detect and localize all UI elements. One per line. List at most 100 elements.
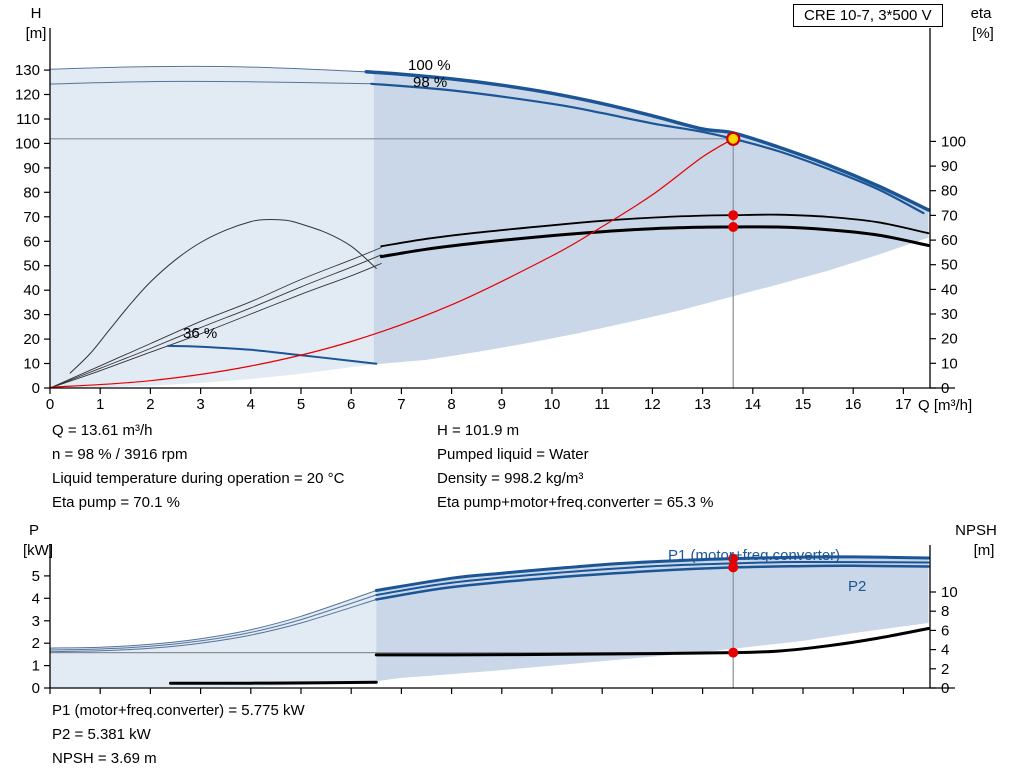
x-tick-label: 11 — [594, 396, 610, 413]
chart-annotation: [m] — [974, 542, 995, 559]
x-tick-label: 10 — [544, 396, 561, 413]
x-tick-label: 15 — [795, 396, 812, 413]
y-left-tick-label: 90 — [23, 160, 40, 177]
duty-eta-pump: Eta pump = 70.1 % — [52, 494, 180, 511]
y-right-tick-label: 2 — [941, 661, 949, 678]
x-tick-label: 8 — [447, 396, 455, 413]
y-left-tick-label: 10 — [23, 356, 40, 373]
duty-point-eta-pump — [728, 210, 739, 221]
x-tick-label: 6 — [347, 396, 355, 413]
p-thin-2 — [49, 594, 377, 651]
x-tick-label: 9 — [498, 396, 506, 413]
x-tick-label: 17 — [895, 396, 912, 413]
qh-curve-98pct — [370, 82, 925, 215]
y-right-tick-label: 30 — [941, 306, 958, 323]
p1-98-curve — [375, 560, 930, 596]
duty-info-right: H = 101.9 m Pumped liquid = Water Densit… — [437, 419, 713, 515]
duty-point-qh — [726, 131, 741, 146]
chart-annotation: 98 % — [413, 74, 447, 91]
y-left-tick-label: 110 — [16, 111, 40, 128]
eta-total-curve — [379, 225, 930, 259]
x-tick-label: 5 — [297, 396, 305, 413]
duty-p1: P1 (motor+freq.converter) = 5.775 kW — [52, 702, 305, 719]
npsh-curve — [374, 627, 930, 657]
p-thin-1 — [49, 590, 377, 649]
qh-100-extension — [49, 65, 367, 73]
chart-annotation: P2 — [848, 578, 866, 595]
y-right-tick-label: 50 — [941, 257, 958, 274]
y-right-tick-label: 80 — [941, 183, 958, 200]
y-left-tick-label: 80 — [23, 184, 40, 201]
duty-point-npsh — [728, 647, 739, 658]
x-tick-label: 0 — [46, 396, 54, 413]
duty-density: Density = 998.2 kg/m³ — [437, 470, 584, 487]
qh-98-extension — [49, 80, 372, 85]
power-rise-curve — [49, 138, 734, 388]
duty-liquid-temp: Liquid temperature during operation = 20… — [52, 470, 345, 487]
x-tick-label: 14 — [744, 396, 761, 413]
chart-annotation: [kW] — [23, 542, 53, 559]
y-right-tick-label: 10 — [941, 355, 958, 372]
chart-annotation: 36 % — [183, 325, 217, 342]
eta-fan-1 — [49, 247, 382, 389]
chart-annotation: [m] — [26, 25, 47, 42]
y-left-tick-label: 3 — [32, 613, 40, 630]
eta-pump-curve — [380, 213, 930, 248]
x-tick-label: 16 — [845, 396, 862, 413]
duty-q: Q = 13.61 m³/h — [52, 422, 153, 439]
duty-npsh: NPSH = 3.69 m — [52, 750, 157, 767]
x-tick-label: 7 — [397, 396, 405, 413]
chart-annotation: NPSH — [955, 522, 997, 539]
x-tick-label: 12 — [644, 396, 661, 413]
y-right-tick-label: 70 — [941, 207, 958, 224]
qh-curve-100pct — [364, 70, 931, 212]
duty-info-left: Q = 13.61 m³/h n = 98 % / 3916 rpm Liqui… — [52, 419, 344, 515]
y-right-tick-label: 100 — [941, 133, 966, 150]
p-thin-3 — [49, 599, 377, 653]
duty-point-eta-total — [728, 222, 739, 232]
p1-curve — [374, 555, 930, 592]
y-right-tick-label: 4 — [941, 642, 949, 659]
x-tick-label: 4 — [247, 396, 255, 413]
y-left-tick-label: 70 — [23, 209, 40, 226]
y-right-tick-label: 60 — [941, 232, 958, 249]
duty-speed: n = 98 % / 3916 rpm — [52, 446, 188, 463]
y-right-tick-label: 20 — [941, 331, 958, 348]
power-info: P1 (motor+freq.converter) = 5.775 kW P2 … — [52, 699, 305, 771]
eta-arc — [69, 219, 377, 374]
y-left-tick-label: 0 — [32, 680, 40, 697]
y-left-tick-label: 40 — [23, 282, 40, 299]
y-right-tick-label: 40 — [941, 281, 958, 298]
npsh-min-curve — [169, 680, 378, 685]
duty-point-p2 — [728, 562, 739, 573]
y-left-tick-label: 120 — [15, 87, 40, 104]
y-right-tick-label: 10 — [941, 584, 958, 601]
eta-fan-2 — [49, 254, 382, 389]
chart-annotation: P — [29, 522, 39, 539]
y-left-tick-label: 1 — [32, 658, 40, 675]
pump-title: CRE 10-7, 3*500 V — [804, 7, 932, 24]
chart-annotation: 100 % — [408, 57, 451, 74]
eta-fan-3 — [49, 263, 382, 389]
chart-annotation: [%] — [972, 25, 994, 42]
y-left-tick-label: 60 — [23, 233, 40, 250]
qh-chart: 0 1 2 3 4 5 6 7 8 9 10 11 12 13 14 15 16 1701020304050607… — [15, 5, 994, 414]
y-left-tick-label: 50 — [23, 258, 40, 275]
y-left-tick-label: 4 — [32, 590, 40, 607]
y-left-tick-label: 0 — [32, 380, 40, 397]
x-tick-label: 1 — [96, 396, 104, 413]
p2-curve — [375, 564, 930, 601]
duty-h: H = 101.9 m — [437, 422, 520, 439]
duty-p2: P2 = 5.381 kW — [52, 726, 151, 743]
y-left-tick-label: 5 — [32, 568, 40, 585]
y-left-tick-label: 30 — [23, 307, 40, 324]
duty-pumped-liquid: Pumped liquid = Water — [437, 446, 589, 463]
y-right-tick-label: 6 — [941, 622, 949, 639]
chart-annotation: H — [31, 5, 42, 22]
envelope-left-light — [50, 67, 374, 388]
y-right-tick-label: 0 — [941, 380, 949, 397]
x-tick-label: 3 — [196, 396, 204, 413]
duty-eta-total: Eta pump+motor+freq.converter = 65.3 % — [437, 494, 714, 511]
pump-title-box: CRE 10-7, 3*500 V — [793, 4, 943, 27]
